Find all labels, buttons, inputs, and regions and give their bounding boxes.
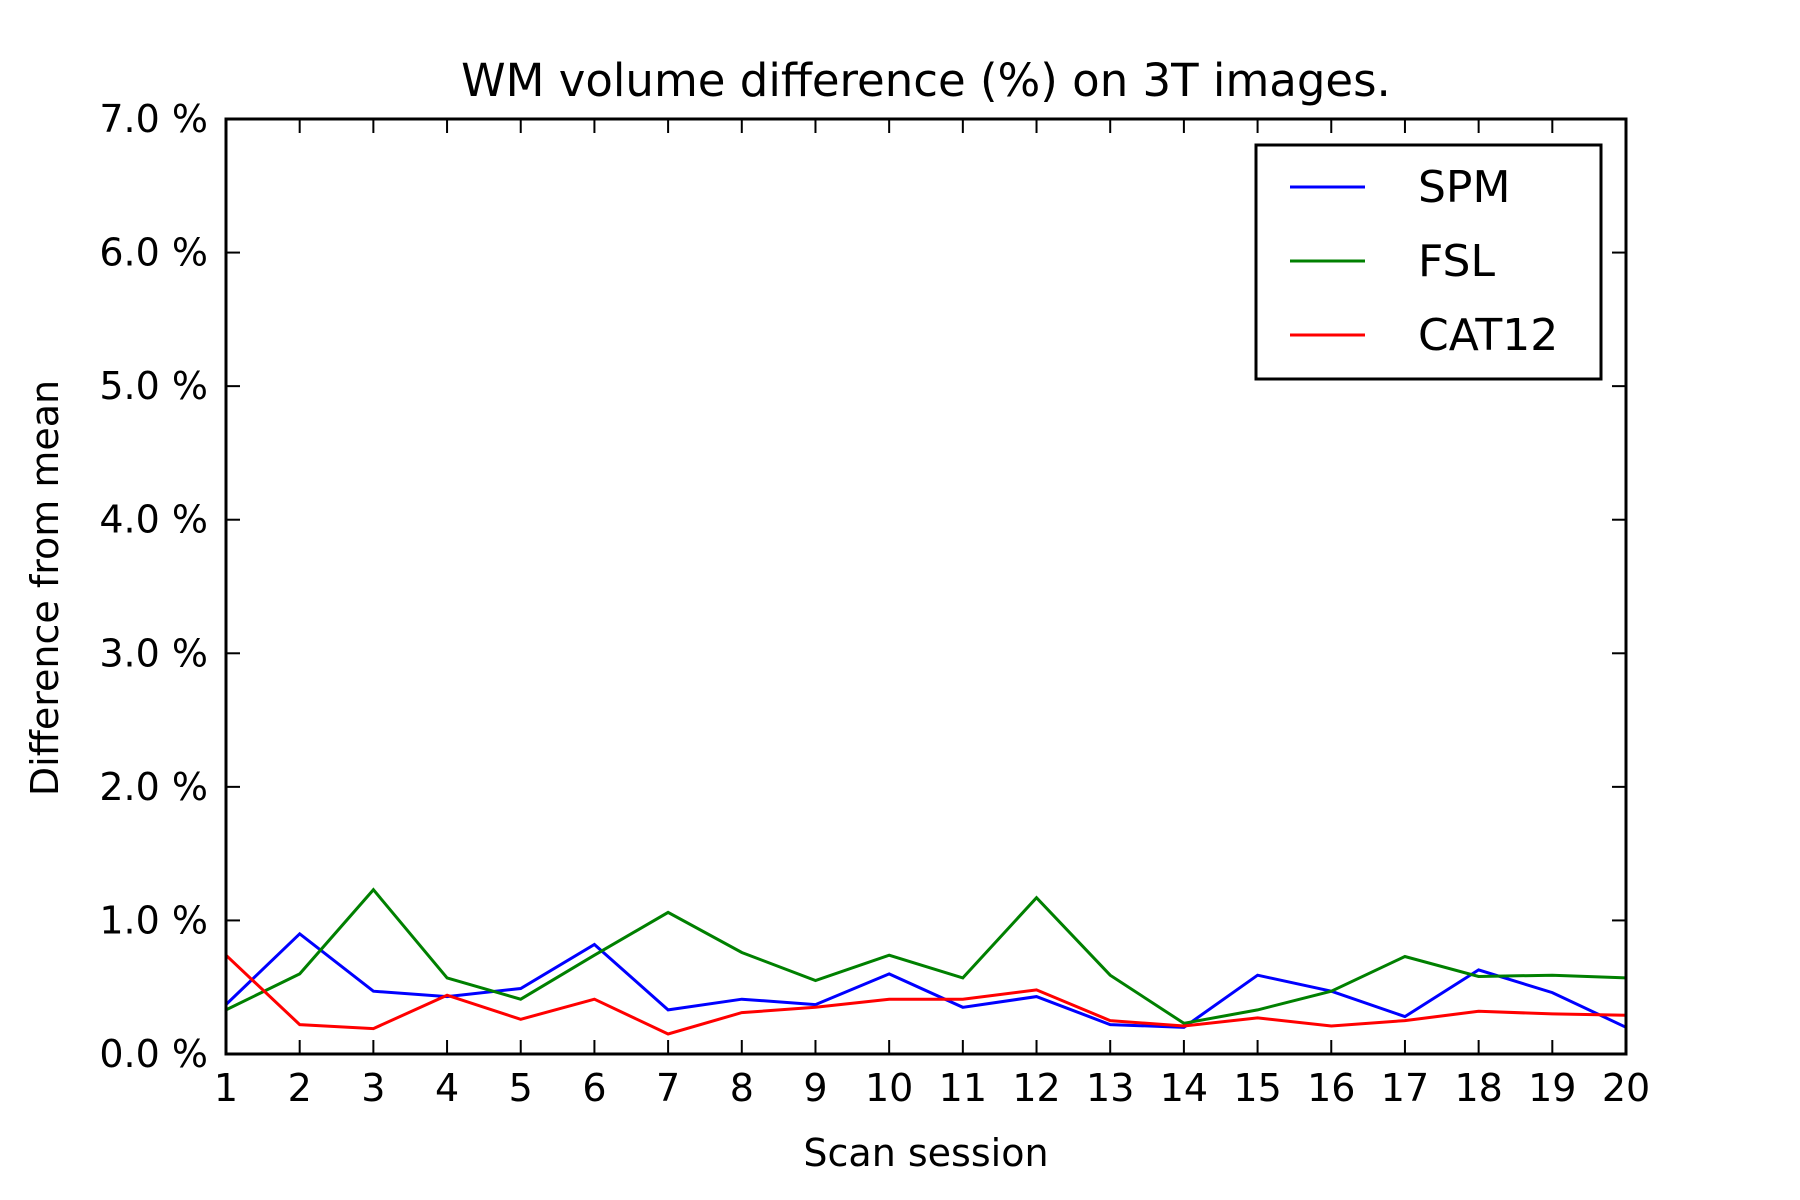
- x-tick-label: 11: [939, 1066, 987, 1110]
- legend: SPM FSL CAT12: [1254, 143, 1603, 381]
- x-tick-label: 3: [361, 1066, 385, 1110]
- x-tick-label: 16: [1307, 1066, 1355, 1110]
- legend-label-spm: SPM: [1418, 162, 1510, 213]
- x-tick-label: 15: [1233, 1066, 1281, 1110]
- series-line-cat12: [224, 954, 1627, 1036]
- legend-label-fsl: FSL: [1418, 236, 1495, 287]
- x-tick-label: 4: [435, 1066, 459, 1110]
- axis-ticks: 0.0 % 1.0 % 2.0 % 3.0 % 4.0 % 5.0 % 6.0 % 7.0 %…: [99, 97, 1650, 1110]
- series-line-spm: [224, 931, 1627, 1029]
- x-tick-label: 10: [865, 1066, 913, 1110]
- x-axis-label: Scan session: [803, 1131, 1048, 1175]
- series-line-fsl: [225, 887, 1627, 1025]
- x-tick-label: 2: [288, 1066, 312, 1110]
- y-tick-label: 3.0 %: [99, 631, 208, 675]
- x-tick-label: 14: [1160, 1066, 1208, 1110]
- x-tick-label: 17: [1381, 1066, 1429, 1110]
- x-tick-label: 7: [656, 1066, 680, 1110]
- plot-area-frame: [224, 117, 1628, 1056]
- x-tick-label: 8: [730, 1066, 754, 1110]
- x-tick-label: 18: [1454, 1066, 1502, 1110]
- y-tick-label: 2.0 %: [99, 765, 208, 809]
- x-tick-label: 20: [1602, 1066, 1650, 1110]
- y-tick-label: 4.0 %: [99, 498, 208, 542]
- x-tick-label: 1: [214, 1066, 238, 1110]
- chart-title: WM volume difference (%) on 3T images.: [461, 54, 1391, 107]
- y-tick-label: 1.0 %: [99, 898, 208, 942]
- y-axis-label: Difference from mean: [23, 380, 67, 796]
- x-tick-label: 19: [1528, 1066, 1576, 1110]
- x-tick-label: 12: [1012, 1066, 1060, 1110]
- legend-label-cat12: CAT12: [1418, 310, 1558, 361]
- x-tick-label: 13: [1086, 1066, 1134, 1110]
- y-tick-label: 6.0 %: [99, 231, 208, 275]
- y-tick-label: 5.0 %: [99, 364, 208, 408]
- x-tick-label: 9: [803, 1066, 827, 1110]
- x-tick-label: 6: [582, 1066, 606, 1110]
- series-lines: [224, 887, 1627, 1036]
- x-tick-label: 5: [509, 1066, 533, 1110]
- y-tick-label: 0.0 %: [99, 1032, 208, 1076]
- y-tick-label: 7.0 %: [99, 97, 208, 141]
